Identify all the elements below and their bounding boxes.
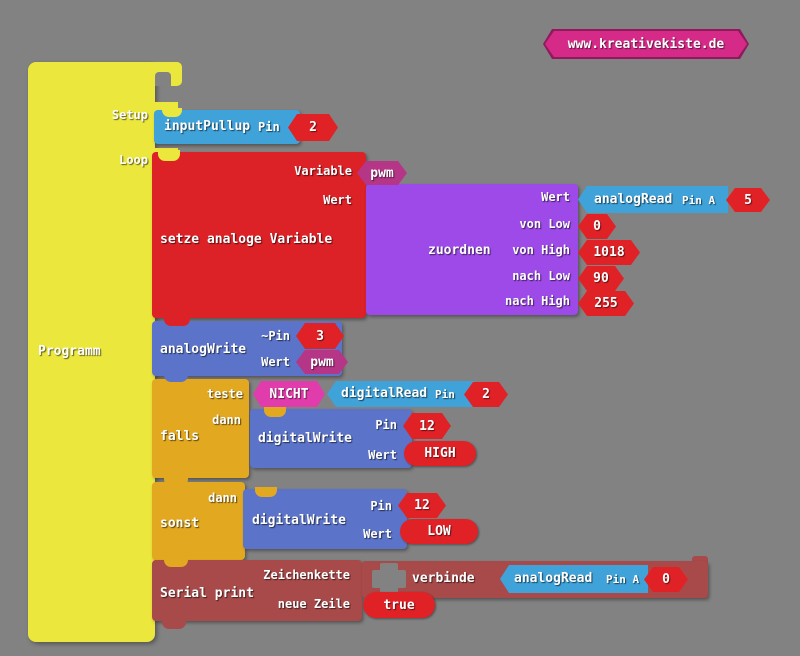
falls-block[interactable]: teste dann falls [152, 379, 249, 478]
digital-write-pin-chip[interactable]: 12 [398, 493, 446, 518]
empty-socket[interactable] [372, 563, 406, 594]
serial-print-block[interactable]: Zeichenkette Serial print neue Zeile [152, 560, 362, 621]
setup-section-label: Setup [111, 108, 148, 122]
neue-zeile-label: neue Zeile [277, 597, 350, 611]
digital-write-pin-label: Pin [375, 418, 397, 432]
nach-high-label: nach High [504, 294, 570, 308]
falls-label: falls [160, 429, 200, 444]
von-low-label: von Low [519, 217, 570, 231]
stack-bump [164, 476, 188, 486]
sonst-label: sonst [160, 516, 200, 531]
serial-print-label: Serial print [160, 586, 254, 601]
digital-write-pin-label: Pin [370, 499, 392, 513]
zuordnen-block[interactable]: Wert von Low zuordnen von High nach Low … [366, 184, 578, 315]
pin-a-label: Pin A [606, 573, 640, 586]
digital-write-wert-label: Wert [368, 448, 397, 462]
pin-a-label: Pin A [682, 194, 716, 207]
website-badge-label: www.kreativekiste.de [567, 36, 725, 52]
input-pullup-block[interactable]: inputPullup Pin [154, 110, 300, 144]
pin-value-chip[interactable]: 2 [288, 114, 338, 141]
digital-write-pin-chip[interactable]: 12 [403, 413, 451, 439]
digital-write-block-low[interactable]: digitalWrite Pin Wert [243, 489, 407, 549]
zuordnen-wert-label: Wert [541, 190, 570, 204]
teste-label: teste [206, 387, 243, 401]
programm-top-socket [155, 72, 171, 86]
analog-read-label: analogRead [594, 192, 673, 207]
pin-label: Pin [258, 120, 280, 134]
digital-read-pin-label: Pin [435, 388, 455, 401]
stack-bump [162, 619, 186, 629]
set-analog-title: setze analoge Variable [160, 232, 333, 247]
programm-block[interactable] [28, 62, 155, 642]
digital-write-block-high[interactable]: digitalWrite Pin Wert [250, 409, 412, 468]
zeichenkette-label: Zeichenkette [263, 568, 350, 582]
digital-read-pin-chip[interactable]: 2 [464, 382, 508, 407]
variable-label: Variable [294, 164, 352, 178]
empty-socket-hole [380, 563, 398, 594]
variable-value-chip[interactable]: pwm [357, 161, 407, 185]
analog-write-wert-label: Wert [261, 355, 290, 369]
analog-read-pin-chip[interactable]: 0 [644, 567, 688, 592]
nach-low-value-chip[interactable]: 90 [578, 266, 624, 291]
stack-bump [255, 487, 277, 497]
sonst-dann-label: dann [208, 491, 237, 505]
analog-read-label: analogRead [514, 571, 593, 586]
zuordnen-title: zuordnen [428, 243, 491, 258]
von-high-label: von High [512, 243, 570, 257]
digital-read-label: digitalRead [341, 386, 428, 401]
von-low-value-chip[interactable]: 0 [578, 214, 616, 239]
website-badge[interactable]: www.kreativekiste.de [543, 29, 749, 59]
analog-read-block[interactable]: analogRead Pin A [500, 565, 648, 593]
stack-bump [164, 315, 190, 326]
wert-label: Wert [323, 193, 352, 207]
analog-write-wert-chip[interactable]: pwm [296, 350, 348, 374]
loop-notch-bump [158, 150, 180, 161]
digital-write-label: digitalWrite [258, 431, 352, 446]
analog-write-label: analogWrite [160, 342, 247, 357]
nicht-block[interactable]: NICHT [253, 381, 325, 407]
programm-label: Programm [38, 344, 101, 359]
stack-bump [264, 407, 286, 417]
digital-read-block[interactable]: digitalRead Pin [327, 381, 475, 407]
digital-write-wert-label: Wert [363, 527, 392, 541]
neue-zeile-value-chip[interactable]: true [363, 592, 435, 618]
nach-low-label: nach Low [512, 269, 570, 283]
analog-read-block[interactable]: analogRead Pin A [578, 186, 728, 213]
set-analog-variable-block[interactable]: Variable Wert setze analoge Variable [152, 152, 366, 318]
analog-pin-value-chip[interactable]: 5 [726, 188, 770, 212]
analog-write-pin-chip[interactable]: 3 [296, 323, 344, 349]
loop-section-label: Loop [119, 153, 148, 167]
stack-bump [164, 558, 188, 567]
verbinde-label: verbinde [412, 571, 475, 586]
setup-notch-bump [162, 108, 182, 117]
sonst-block[interactable]: dann sonst [152, 482, 245, 560]
digital-write-wert-chip[interactable]: LOW [400, 519, 478, 544]
nach-high-value-chip[interactable]: 255 [578, 291, 634, 316]
digital-write-label: digitalWrite [252, 513, 346, 528]
falls-dann-label: dann [212, 413, 241, 427]
input-pullup-label: inputPullup [164, 119, 251, 134]
analog-write-pin-label: ~Pin [261, 329, 290, 343]
digital-write-wert-chip[interactable]: HIGH [404, 441, 476, 466]
von-high-value-chip[interactable]: 1018 [578, 240, 640, 265]
stack-bump [164, 372, 188, 382]
